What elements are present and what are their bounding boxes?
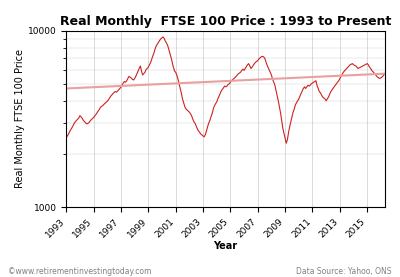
Text: Data Source: Yahoo, ONS: Data Source: Yahoo, ONS xyxy=(296,267,392,276)
Title: Real Monthly  FTSE 100 Price : 1993 to Present: Real Monthly FTSE 100 Price : 1993 to Pr… xyxy=(60,15,391,28)
X-axis label: Year: Year xyxy=(214,241,238,251)
Y-axis label: Real Monthly FTSE 100 Price: Real Monthly FTSE 100 Price xyxy=(15,49,25,188)
Text: ©www.retirementinvestingtoday.com: ©www.retirementinvestingtoday.com xyxy=(8,267,151,276)
